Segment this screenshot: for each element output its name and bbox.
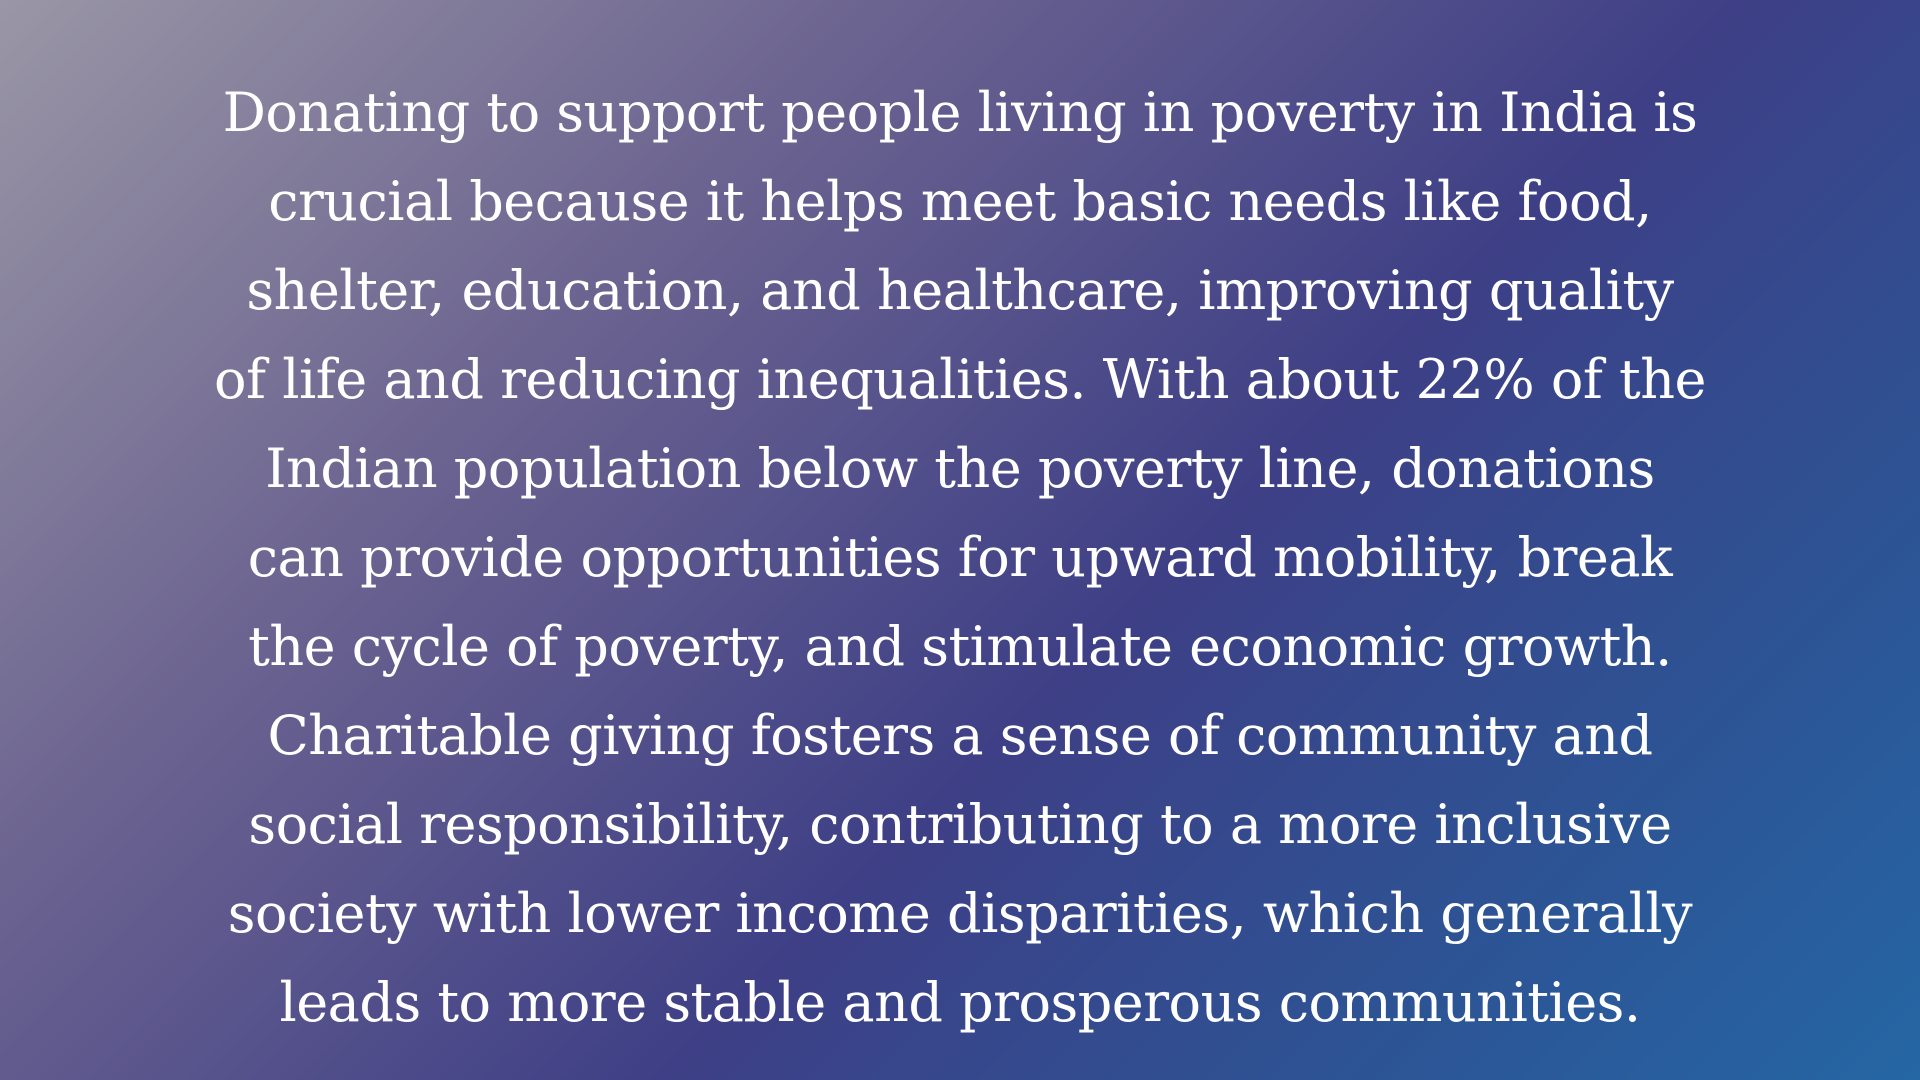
paragraph-line: of life and reducing inequalities. With … bbox=[214, 348, 1706, 411]
paragraph-line: Indian population below the poverty line… bbox=[265, 437, 1655, 500]
paragraph-line: society with lower income disparities, w… bbox=[227, 882, 1693, 945]
paragraph-line: leads to more stable and prosperous comm… bbox=[279, 971, 1641, 1034]
paragraph-line: Charitable giving fosters a sense of com… bbox=[267, 704, 1653, 767]
body-paragraph: Donating to support people living in pov… bbox=[150, 68, 1770, 1047]
paragraph-line: crucial because it helps meet basic need… bbox=[268, 170, 1652, 233]
paragraph-line: the cycle of poverty, and stimulate econ… bbox=[248, 615, 1672, 678]
paragraph-line: shelter, education, and healthcare, impr… bbox=[246, 259, 1674, 322]
paragraph-line: Donating to support people living in pov… bbox=[222, 81, 1698, 144]
paragraph-line: social responsibility, contributing to a… bbox=[248, 793, 1672, 856]
paragraph-line: can provide opportunities for upward mob… bbox=[247, 526, 1673, 589]
